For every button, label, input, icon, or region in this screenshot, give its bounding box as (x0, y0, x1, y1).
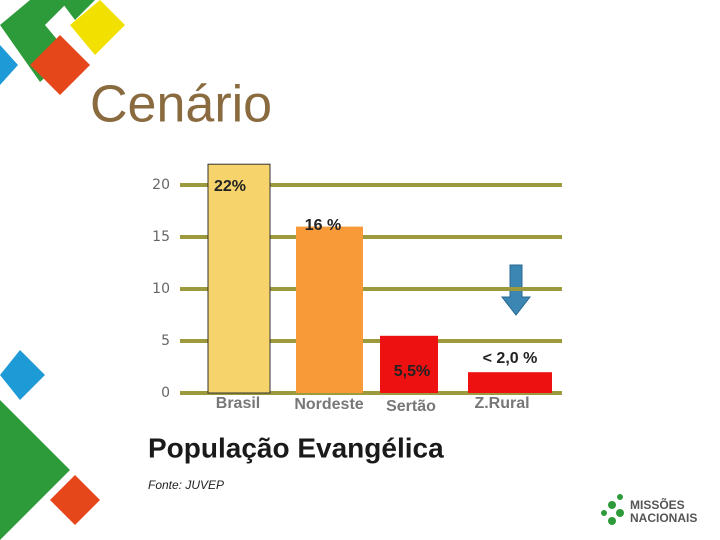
bar (380, 335, 438, 393)
y-tick-label: 5 (161, 333, 170, 349)
chart-title: População Evangélica (148, 432, 444, 463)
logo-text: MISSÕES (630, 497, 685, 512)
decoration (0, 0, 624, 540)
slide-title: Cenário (90, 76, 272, 134)
y-tick-label: 0 (161, 385, 170, 401)
value-label: 16 % (305, 217, 341, 234)
value-label: < 2,0 % (483, 350, 538, 367)
x-tick-label: Nordeste (294, 396, 363, 413)
logo-text: NACIONAIS (630, 511, 697, 525)
x-tick-label: Z.Rural (474, 395, 529, 412)
value-label: 5,5% (394, 363, 430, 380)
y-tick-label: 20 (152, 177, 170, 193)
y-tick-label: 15 (152, 229, 170, 245)
x-tick-label: Brasil (216, 395, 260, 412)
bar (296, 226, 363, 393)
value-label: 22% (214, 178, 246, 195)
source: Fonte: JUVEP (148, 478, 224, 492)
bar (207, 163, 271, 394)
x-tick-label: Sertão (386, 398, 436, 415)
y-tick-label: 10 (152, 281, 170, 297)
bar (468, 372, 552, 393)
